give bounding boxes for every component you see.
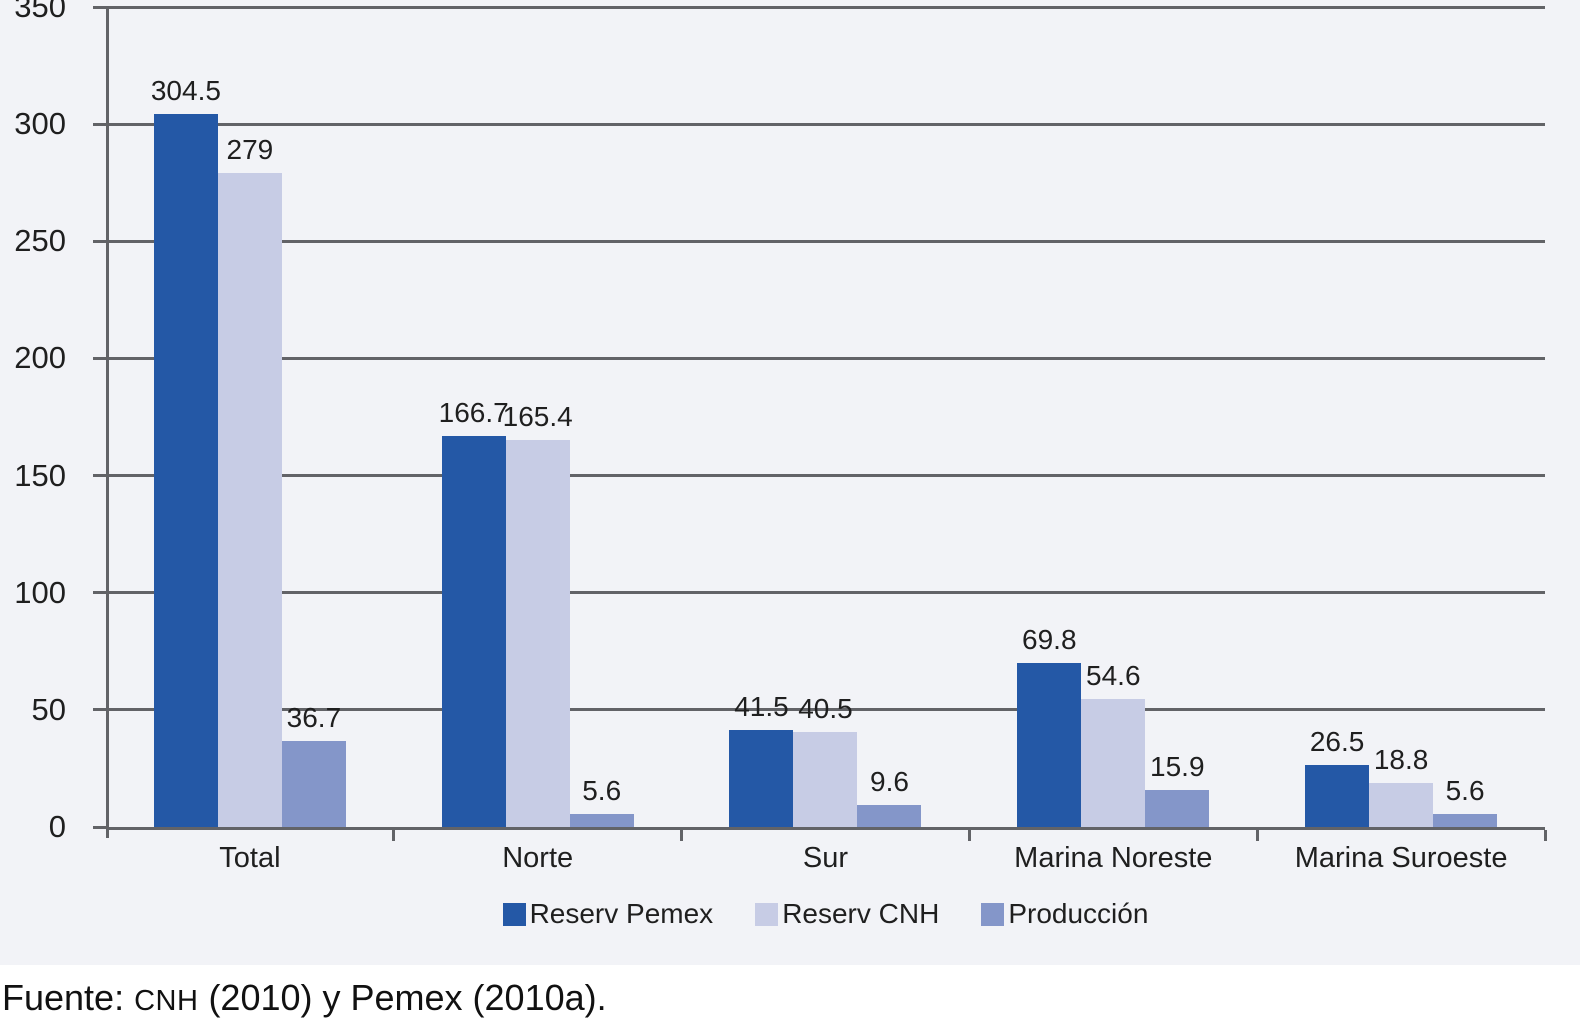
bar-value-label: 166.7 — [438, 397, 509, 429]
x-category-label: Sur — [802, 842, 849, 874]
source-note: Fuente: CNH (2010) y Pemex (2010a). — [0, 965, 1580, 1033]
gridline — [106, 591, 1545, 595]
y-axis-tick — [93, 825, 106, 829]
bar-reserv-cnh: 54.6 — [1081, 660, 1146, 827]
bar-group-marina-suroeste: 26.5 18.8 5.6 — [1257, 7, 1545, 827]
legend-swatch — [502, 902, 526, 926]
bar-reserv-cnh: 279 — [217, 134, 282, 827]
x-axis-tick — [680, 830, 684, 841]
bar-value-label: 5.6 — [582, 774, 622, 806]
bar-group-marina-noreste: 69.8 54.6 15.9 — [969, 7, 1257, 827]
y-tick-label: 350 — [14, 0, 66, 24]
source-suffix: (2010) y Pemex (2010a). — [198, 977, 607, 1018]
legend: Reserv Pemex Reserv CNH Producción — [106, 898, 1545, 930]
x-axis-tick — [1255, 830, 1259, 841]
source-smallcaps: CNH — [134, 985, 199, 1017]
bar-reserv-pemex: 304.5 — [151, 75, 221, 827]
legend-swatch — [981, 902, 1005, 926]
bar-group-norte: 166.7 165.4 5.6 — [394, 7, 682, 827]
gridline — [106, 239, 1545, 243]
bar-value-label: 5.6 — [1445, 774, 1485, 806]
bar-value-label: 15.9 — [1150, 750, 1205, 782]
gridline — [106, 708, 1545, 712]
y-axis-tick — [93, 591, 106, 595]
x-category-label: Marina Noreste — [1014, 842, 1213, 874]
bar-value-label: 36.7 — [286, 702, 342, 734]
gridline — [106, 474, 1545, 478]
bar-producci-n: 15.9 — [1145, 751, 1210, 827]
y-axis-tick — [93, 122, 106, 126]
bar-reserv-pemex: 26.5 — [1305, 726, 1370, 827]
source-prefix: Fuente: — [2, 977, 135, 1018]
bar-producci-n: 5.6 — [569, 775, 634, 827]
bar-reserv-pemex: 166.7 — [439, 397, 509, 827]
bar-value-label: 279 — [226, 134, 274, 166]
y-axis-tick — [93, 239, 106, 243]
bar-group-sur: 41.5 40.5 9.6 — [682, 7, 970, 827]
bar-chart: 0 50 100 150 200 250 300 350 304.5 279 36.7 166.7 1… — [0, 0, 1580, 965]
y-axis-labels: 0 50 100 150 200 250 300 350 — [0, 0, 66, 843]
bar-value-label: 165.4 — [502, 400, 573, 432]
bar-value-label: 18.8 — [1373, 743, 1429, 775]
bar-reserv-cnh: 40.5 — [793, 693, 858, 827]
plot-area: 304.5 279 36.7 166.7 165.4 5.6 41.5 40.5 9.6 69.8… — [93, 5, 1545, 829]
x-axis-labels: Total Norte Sur Marina Noreste Marina Suroes… — [106, 842, 1545, 875]
bar-value-label: 9.6 — [870, 765, 909, 797]
legend-item-reserv-cnh: Reserv CNH — [755, 898, 939, 930]
x-axis-tick — [967, 830, 971, 841]
y-tick-label: 100 — [14, 574, 66, 610]
y-axis-tick — [93, 474, 106, 478]
y-axis-line — [106, 7, 109, 838]
bar-value-label: 41.5 — [734, 690, 789, 722]
bar-producci-n: 9.6 — [857, 766, 922, 827]
legend-label: Reserv Pemex — [529, 898, 714, 929]
bar-value-label: 304.5 — [150, 74, 221, 106]
legend-item-reserv-pemex: Reserv Pemex — [502, 898, 714, 930]
legend-item-producci-n: Producción — [981, 898, 1148, 930]
legend-label: Producción — [1008, 898, 1149, 929]
bar-producci-n: 5.6 — [1433, 775, 1498, 827]
bar-value-label: 40.5 — [798, 693, 853, 725]
bar-value-label: 69.8 — [1022, 624, 1077, 656]
y-tick-label: 250 — [14, 223, 66, 259]
y-tick-label: 0 — [48, 809, 66, 844]
bar-value-label: 26.5 — [1309, 725, 1365, 757]
bar-group-total: 304.5 279 36.7 — [106, 7, 394, 827]
x-category-label: Marina Suroeste — [1294, 842, 1508, 874]
legend-label: Reserv CNH — [782, 898, 940, 929]
y-tick-label: 200 — [14, 340, 66, 376]
bar-value-label: 54.6 — [1086, 660, 1141, 692]
bar-reserv-cnh: 165.4 — [503, 401, 573, 827]
y-tick-label: 300 — [14, 106, 66, 142]
y-tick-label: 150 — [14, 457, 66, 493]
gridline — [106, 122, 1545, 126]
y-axis-tick — [93, 5, 106, 9]
x-axis-tick — [392, 830, 396, 841]
bar-reserv-cnh: 18.8 — [1369, 744, 1434, 827]
bar-producci-n: 36.7 — [281, 702, 346, 827]
x-category-label: Norte — [502, 842, 574, 874]
x-category-label: Total — [219, 842, 281, 874]
x-axis-tick — [1543, 830, 1547, 841]
gridline — [106, 356, 1545, 360]
legend-swatch — [755, 902, 779, 926]
x-axis-line — [106, 827, 1545, 830]
gridline — [106, 5, 1545, 9]
y-axis-tick — [93, 708, 106, 712]
bar-reserv-pemex: 41.5 — [729, 691, 794, 827]
y-tick-label: 50 — [31, 691, 66, 727]
bar-reserv-pemex: 69.8 — [1017, 624, 1082, 827]
y-axis-tick — [93, 356, 106, 360]
